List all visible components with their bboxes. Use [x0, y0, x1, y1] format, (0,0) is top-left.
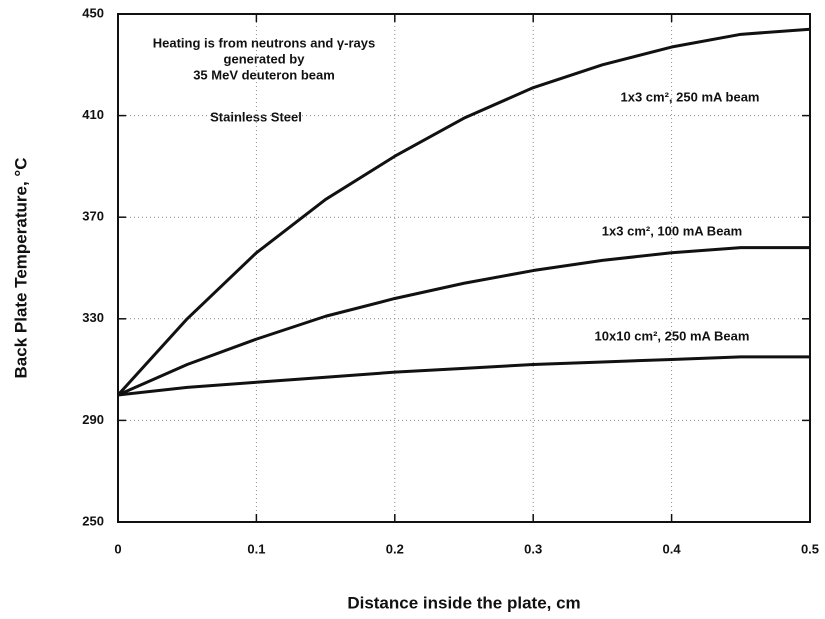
x-tick-label: 0.4: [663, 541, 682, 556]
plot-frame: [117, 13, 811, 523]
series-line: [117, 246, 810, 397]
annotation: Heating is from neutrons and γ-rays: [153, 35, 376, 50]
series-label: 1x3 cm², 250 mA beam: [621, 89, 760, 104]
series-line: [116, 27, 811, 397]
annotation: Stainless Steel: [210, 109, 302, 124]
series-line: [117, 355, 810, 397]
y-axis-title: Back Plate Temperature, °C: [11, 158, 30, 379]
series-label: 10x10 cm², 250 mA Beam: [595, 328, 750, 343]
y-tick-label: 450: [82, 5, 104, 20]
series-label: 1x3 cm², 100 mA Beam: [602, 223, 742, 238]
x-tick-label: 0.5: [801, 541, 819, 556]
x-tick-label: 0: [114, 541, 121, 556]
y-tick-label: 290: [82, 412, 104, 427]
y-tick-label: 330: [82, 310, 104, 325]
y-tick-label: 410: [82, 107, 104, 122]
x-tick-label: 0.3: [524, 541, 542, 556]
annotation: 35 MeV deuteron beam: [193, 67, 335, 82]
y-tick-label: 250: [82, 513, 104, 528]
x-tick-label: 0.2: [386, 541, 404, 556]
x-tick-label: 0.1: [247, 541, 265, 556]
annotation: generated by: [224, 51, 306, 66]
x-axis-title: Distance inside the plate, cm: [347, 593, 580, 612]
y-tick-label: 370: [82, 209, 104, 224]
